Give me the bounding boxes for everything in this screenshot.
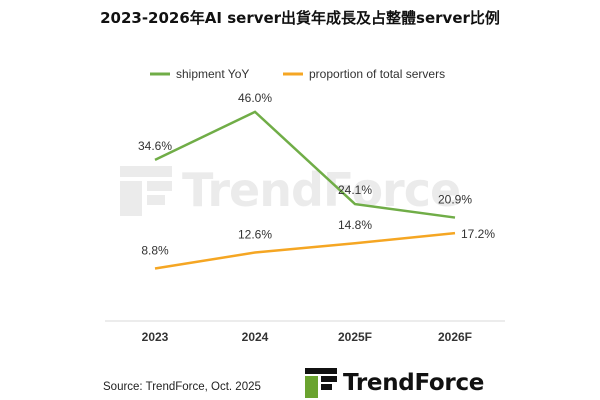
- legend-label: shipment YoY: [176, 67, 249, 81]
- line-chart: shipment YoY proportion of total servers …: [105, 67, 505, 344]
- x-tick-label: 2026F: [438, 330, 472, 344]
- legend-label: proportion of total servers: [309, 67, 445, 81]
- trendforce-logo-icon: [305, 368, 337, 398]
- series-line: [154, 110, 456, 219]
- chart-title: 2023-2026年AI server出貨年成長及占整體server比例: [100, 9, 500, 27]
- x-tick-label: 2024: [242, 330, 269, 344]
- trendforce-logo: TrendForce: [305, 366, 484, 400]
- data-label: 46.0%: [238, 91, 272, 105]
- data-label: 34.6%: [138, 139, 172, 153]
- x-tick-label: 2023: [142, 330, 169, 344]
- data-label: 8.8%: [141, 244, 169, 258]
- data-label: 20.9%: [438, 193, 472, 207]
- data-label: 12.6%: [238, 228, 272, 242]
- data-label: 24.1%: [338, 183, 372, 197]
- series-line: [154, 231, 456, 270]
- data-label: 14.8%: [338, 218, 372, 232]
- x-axis-ticks: 2023 2024 2025F 2026F: [142, 330, 472, 344]
- legend: shipment YoY proportion of total servers: [150, 67, 445, 81]
- source-note: Source: TrendForce, Oct. 2025: [103, 381, 261, 393]
- x-tick-label: 2025F: [338, 330, 372, 344]
- series-layer: 34.6% 46.0% 24.1% 20.9% 8.8% 12.6% 14.8% 17.2%: [138, 91, 495, 270]
- data-label: 17.2%: [461, 227, 495, 241]
- brand-name: TrendForce: [343, 370, 485, 396]
